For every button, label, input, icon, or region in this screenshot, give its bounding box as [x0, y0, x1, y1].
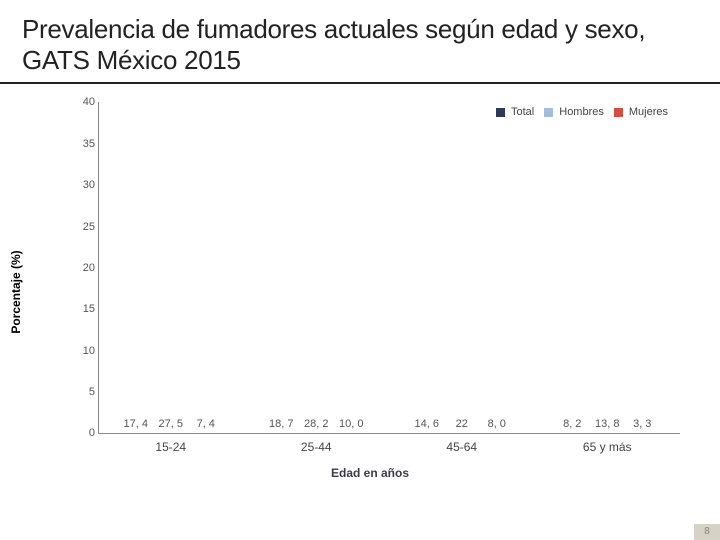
legend-swatch-hombres	[544, 108, 553, 117]
y-tick: 25	[69, 221, 95, 233]
bar-value-label: 18, 7	[269, 418, 293, 430]
bar-value-label: 27, 5	[159, 418, 183, 430]
chart-area: Porcentaje (%) 0510152025303540 Total Ho…	[60, 102, 680, 482]
slide-title: Prevalencia de fumadores actuales según …	[0, 0, 720, 84]
y-tick: 10	[69, 345, 95, 357]
x-tick-label: 15-24	[98, 434, 244, 482]
x-axis-label: Edad en años	[331, 466, 409, 480]
y-tick: 40	[69, 96, 95, 108]
page-number: 8	[694, 524, 720, 540]
y-tick: 0	[69, 427, 95, 439]
y-tick: 15	[69, 303, 95, 315]
y-tick: 5	[69, 386, 95, 398]
bar-value-label: 17, 4	[124, 418, 148, 430]
y-tick: 35	[69, 138, 95, 150]
bar-value-label: 10, 0	[339, 418, 363, 430]
bar-value-label: 13, 8	[595, 418, 619, 430]
legend-swatch-total	[496, 108, 505, 117]
plot-area: 0510152025303540 Total Hombres Mujeres 1…	[98, 102, 680, 434]
bar-value-label: 7, 4	[197, 418, 215, 430]
y-axis-label: Porcentaje (%)	[9, 251, 23, 334]
legend: Total Hombres Mujeres	[490, 106, 668, 118]
bar-value-label: 8, 0	[488, 418, 506, 430]
bar-value-label: 22	[456, 418, 468, 430]
bar-value-label: 28, 2	[304, 418, 328, 430]
legend-label-total: Total	[511, 106, 534, 118]
x-tick-label: 65 y más	[535, 434, 681, 482]
x-tick-label: 45-64	[389, 434, 535, 482]
legend-label-hombres: Hombres	[559, 106, 604, 118]
y-tick: 20	[69, 262, 95, 274]
y-tick: 30	[69, 179, 95, 191]
bar-value-label: 3, 3	[633, 418, 651, 430]
legend-label-mujeres: Mujeres	[629, 106, 668, 118]
legend-swatch-mujeres	[614, 108, 623, 117]
bar-value-label: 8, 2	[563, 418, 581, 430]
bar-value-label: 14, 6	[415, 418, 439, 430]
bar-groups: 17, 4 27, 5 7, 4 18, 7 28, 2 10, 0 14, 6 22 8, 0…	[98, 102, 680, 434]
